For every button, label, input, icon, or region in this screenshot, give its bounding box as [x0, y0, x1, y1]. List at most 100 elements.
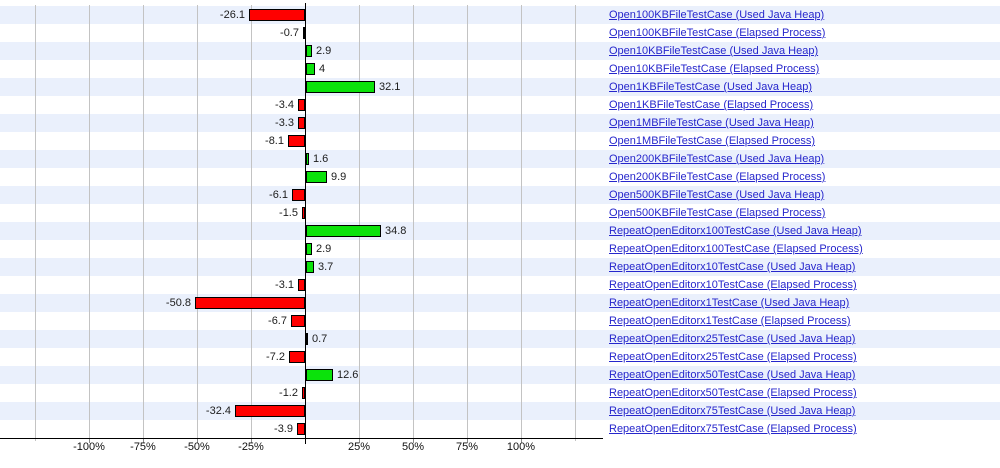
- test-case-link[interactable]: RepeatOpenEditorx10TestCase (Used Java H…: [609, 261, 856, 273]
- result-bar: [306, 63, 315, 75]
- axis-tick: [413, 439, 414, 443]
- bar-value-label: -6.1: [269, 189, 288, 201]
- axis-tick: [89, 439, 90, 443]
- test-case-link[interactable]: RepeatOpenEditorx25TestCase (Used Java H…: [609, 333, 856, 345]
- axis-tick-label: -25%: [238, 441, 264, 453]
- test-case-link[interactable]: RepeatOpenEditorx25TestCase (Elapsed Pro…: [609, 351, 857, 363]
- row-band: [0, 276, 1000, 294]
- gridline: [251, 5, 252, 441]
- bar-value-label: -26.1: [219, 9, 245, 21]
- axis-tick-label: -50%: [184, 441, 210, 453]
- axis-tick: [197, 439, 198, 443]
- axis-tick: [467, 439, 468, 443]
- result-bar: [289, 351, 305, 363]
- bar-value-label: 12.6: [337, 369, 359, 381]
- bar-value-label: -0.7: [280, 27, 299, 39]
- row-band: [0, 114, 1000, 132]
- bar-value-label: -7.2: [266, 351, 285, 363]
- bar-value-label: -50.8: [165, 297, 191, 309]
- result-bar: [298, 99, 305, 111]
- test-case-link[interactable]: Open100KBFileTestCase (Used Java Heap): [609, 9, 825, 21]
- result-bar: [235, 405, 305, 417]
- axis-tick-label: -75%: [130, 441, 156, 453]
- axis-tick: [359, 439, 360, 443]
- test-case-link[interactable]: Open500KBFileTestCase (Elapsed Process): [609, 207, 826, 219]
- test-case-link[interactable]: RepeatOpenEditorx50TestCase (Used Java H…: [609, 369, 856, 381]
- result-bar: [297, 423, 305, 435]
- test-case-link[interactable]: RepeatOpenEditorx75TestCase (Used Java H…: [609, 405, 856, 417]
- result-bar: [306, 261, 314, 273]
- result-bar: [302, 207, 305, 219]
- row-band: [0, 186, 1000, 204]
- test-case-link[interactable]: RepeatOpenEditorx1TestCase (Elapsed Proc…: [609, 315, 851, 327]
- result-bar: [303, 27, 305, 39]
- row-band: [0, 420, 1000, 438]
- row-band: [0, 6, 1000, 24]
- test-case-link[interactable]: RepeatOpenEditorx100TestCase (Used Java …: [609, 225, 862, 237]
- row-band: [0, 384, 1000, 402]
- row-band: [0, 150, 1000, 168]
- row-band: [0, 240, 1000, 258]
- test-case-link[interactable]: Open1KBFileTestCase (Elapsed Process): [609, 99, 814, 111]
- x-axis-line: [0, 438, 603, 439]
- result-bar: [291, 315, 305, 327]
- bar-value-label: -8.1: [265, 135, 284, 147]
- gridline: [89, 5, 90, 441]
- gridline: [521, 5, 522, 441]
- row-band: [0, 96, 1000, 114]
- row-band: [0, 42, 1000, 60]
- bar-value-label: -1.2: [279, 387, 298, 399]
- gridline: [35, 5, 36, 441]
- axis-tick: [521, 439, 522, 443]
- test-case-link[interactable]: Open10KBFileTestCase (Used Java Heap): [609, 45, 819, 57]
- result-bar: [306, 45, 312, 57]
- axis-tick: [251, 439, 252, 443]
- test-case-link[interactable]: Open1KBFileTestCase (Used Java Heap): [609, 81, 812, 93]
- bar-value-label: 3.7: [318, 261, 334, 273]
- test-case-link[interactable]: RepeatOpenEditorx10TestCase (Elapsed Pro…: [609, 279, 857, 291]
- zero-axis-line: [305, 3, 306, 444]
- row-band: [0, 312, 1000, 330]
- test-case-link[interactable]: Open100KBFileTestCase (Elapsed Process): [609, 27, 826, 39]
- bar-value-label: -32.4: [205, 405, 231, 417]
- row-band: [0, 132, 1000, 150]
- result-bar: [249, 9, 305, 21]
- gridline: [197, 5, 198, 441]
- result-bar: [306, 171, 327, 183]
- gridline: [143, 5, 144, 441]
- axis-tick-label: 100%: [506, 441, 536, 453]
- bar-value-label: -3.9: [274, 423, 293, 435]
- row-band: [0, 204, 1000, 222]
- test-case-link[interactable]: Open200KBFileTestCase (Elapsed Process): [609, 171, 826, 183]
- test-case-link[interactable]: Open200KBFileTestCase (Used Java Heap): [609, 153, 825, 165]
- test-case-link[interactable]: Open1MBFileTestCase (Elapsed Process): [609, 135, 816, 147]
- bar-value-label: 2.9: [316, 243, 332, 255]
- bar-value-label: 2.9: [316, 45, 332, 57]
- axis-tick-label: 25%: [347, 441, 371, 453]
- test-case-link[interactable]: RepeatOpenEditorx100TestCase (Elapsed Pr…: [609, 243, 863, 255]
- test-case-link[interactable]: Open10KBFileTestCase (Elapsed Process): [609, 63, 820, 75]
- bar-value-label: 1.6: [313, 153, 329, 165]
- bar-value-label: 0.7: [312, 333, 328, 345]
- bar-value-label: -1.5: [279, 207, 298, 219]
- test-case-link[interactable]: RepeatOpenEditorx75TestCase (Elapsed Pro…: [609, 423, 857, 435]
- row-band: [0, 330, 1000, 348]
- result-bar: [288, 135, 305, 147]
- result-bar: [306, 225, 381, 237]
- test-case-link[interactable]: Open1MBFileTestCase (Used Java Heap): [609, 117, 814, 129]
- row-band: [0, 366, 1000, 384]
- axis-tick-label: 50%: [401, 441, 425, 453]
- row-band: [0, 60, 1000, 78]
- row-band: [0, 168, 1000, 186]
- row-band: [0, 258, 1000, 276]
- bar-value-label: -3.1: [275, 279, 294, 291]
- axis-tick-label: -100%: [73, 441, 105, 453]
- test-case-link[interactable]: Open500KBFileTestCase (Used Java Heap): [609, 189, 825, 201]
- row-band: [0, 24, 1000, 42]
- gridline: [575, 5, 576, 441]
- result-bar: [306, 153, 309, 165]
- result-bar: [306, 243, 312, 255]
- test-case-link[interactable]: RepeatOpenEditorx1TestCase (Used Java He…: [609, 297, 850, 309]
- test-case-link[interactable]: RepeatOpenEditorx50TestCase (Elapsed Pro…: [609, 387, 857, 399]
